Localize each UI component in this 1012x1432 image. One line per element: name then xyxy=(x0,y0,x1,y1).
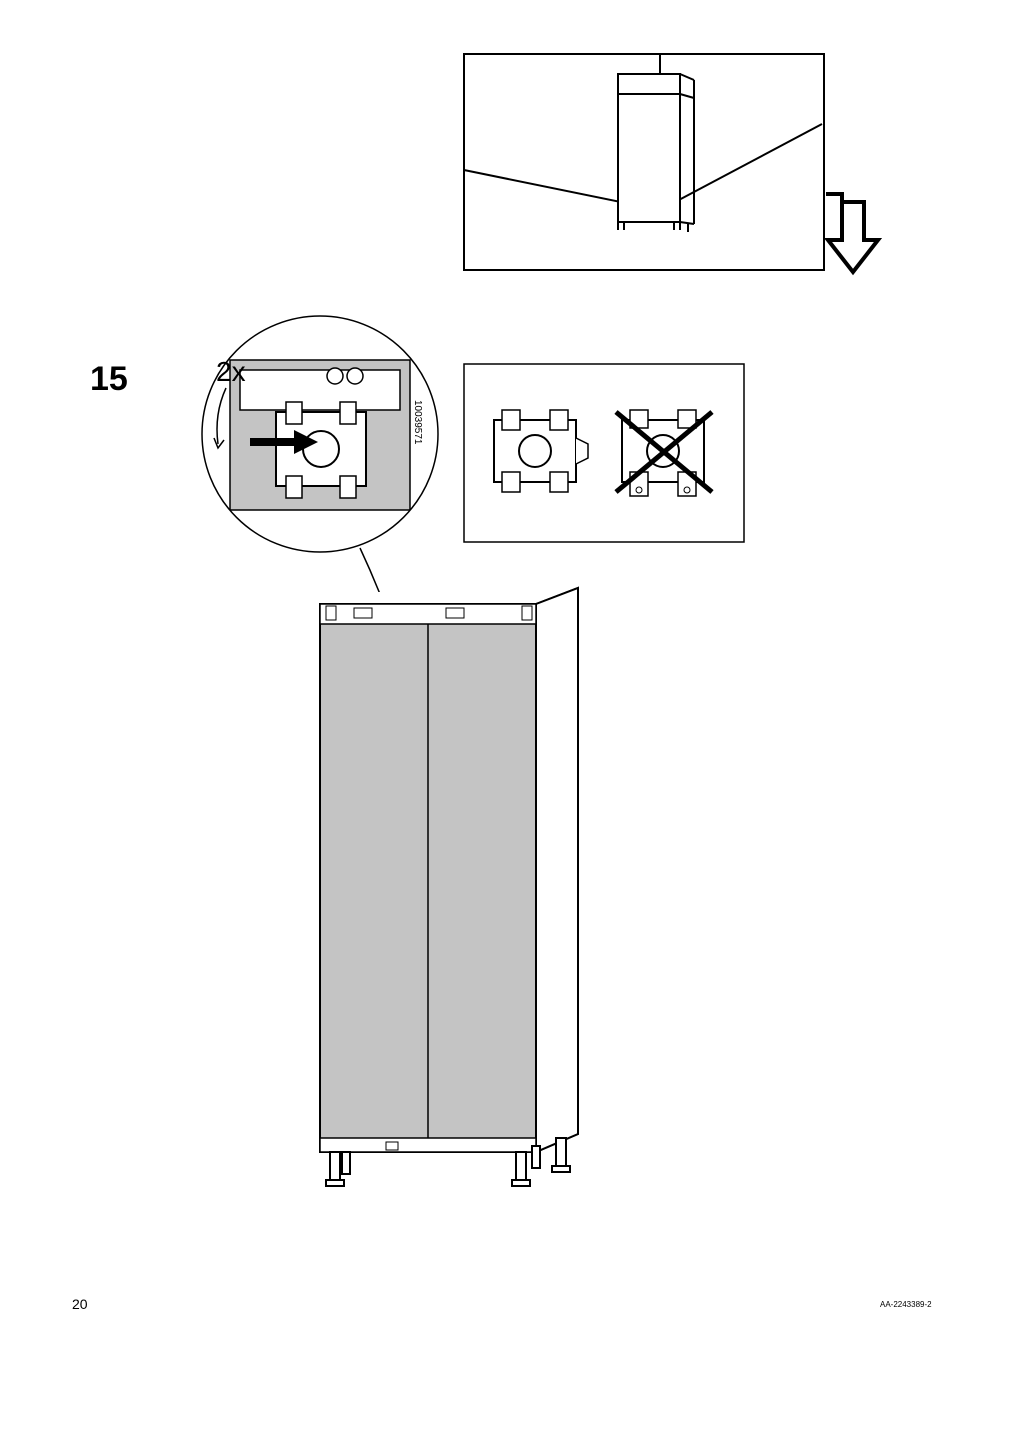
part-number-label: 10039571 xyxy=(412,400,423,445)
context-room-illustration xyxy=(460,50,830,290)
document-id: AA-2243389-2 xyxy=(880,1300,932,1309)
bracket-orientation-panel xyxy=(462,362,750,548)
stand-upright-arrow-icon xyxy=(822,192,902,292)
cabinet-main-illustration xyxy=(286,586,626,1226)
instruction-page: 15 2x xyxy=(0,0,1012,1432)
page-number: 20 xyxy=(72,1296,88,1312)
step-number: 15 xyxy=(90,360,128,399)
qty-arrow-icon xyxy=(210,384,250,464)
